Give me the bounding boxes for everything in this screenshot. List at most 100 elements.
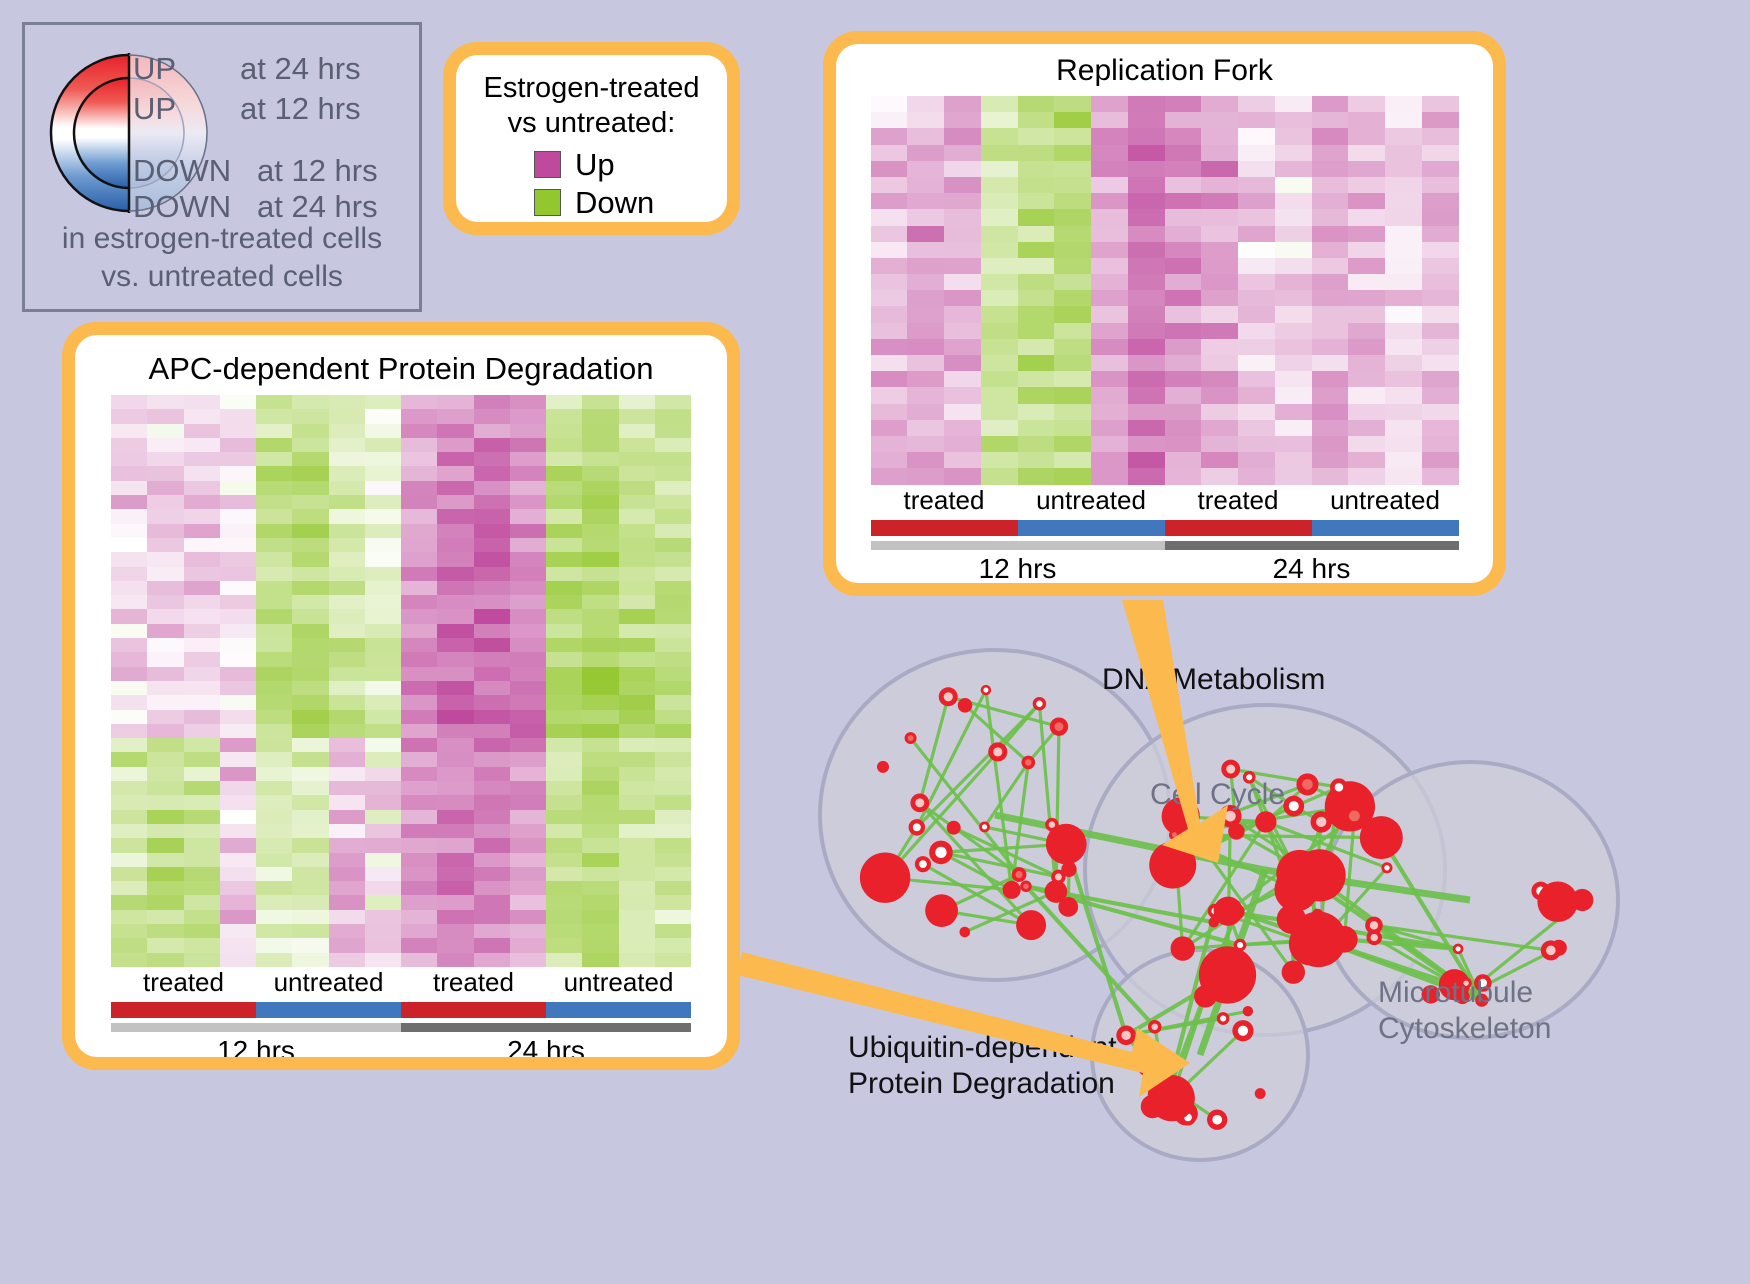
heatmap-cell: [546, 437, 583, 453]
heatmap-cell: [364, 823, 401, 839]
heatmap-cell: [1274, 387, 1312, 404]
heatmap-cell: [147, 566, 184, 581]
heatmap-cell: [437, 738, 474, 753]
heatmap-cell: [437, 480, 474, 496]
heatmap-cell: [473, 437, 510, 453]
heatmap-cell: [1385, 403, 1422, 420]
heatmap-cell: [509, 423, 546, 438]
heatmap-cell: [654, 509, 691, 524]
swatch-down-icon: [534, 188, 561, 216]
heatmap-cell: [1421, 355, 1459, 372]
heatmap-cell: [111, 437, 148, 453]
heatmap-cell: [870, 241, 908, 258]
heatmap-cell: [111, 695, 148, 710]
heatmap-cell: [907, 419, 944, 436]
network-node-core: [1369, 921, 1379, 930]
heatmap-cell: [437, 809, 474, 824]
rf-time-bars: [870, 540, 1459, 550]
heatmap-cell: [654, 623, 691, 639]
heatmap-cell: [147, 452, 184, 467]
heatmap-cell: [328, 866, 365, 882]
heatmap-cell: [473, 952, 510, 967]
heatmap-cell: [219, 595, 256, 610]
heatmap-cell: [509, 480, 546, 496]
heatmap-cell: [582, 409, 619, 424]
heatmap-cell: [654, 580, 691, 596]
heatmap-cell: [328, 509, 365, 524]
heatmap-cell: [183, 652, 220, 667]
heatmap-cell: [256, 423, 293, 438]
heatmap-cell: [1311, 176, 1349, 194]
heatmap-cell: [1238, 355, 1275, 372]
heatmap-cell: [1091, 225, 1128, 242]
heatmap-cell: [870, 112, 908, 129]
network-edge: [918, 696, 950, 804]
network-node: [1537, 881, 1578, 923]
heatmap-cell: [364, 709, 401, 724]
heatmap-cell: [944, 387, 981, 404]
network-node-core: [1237, 942, 1244, 949]
heatmap-cell: [219, 952, 256, 967]
heatmap-cell: [509, 852, 546, 867]
heatmap-cell: [219, 766, 256, 782]
heatmap-cell: [328, 752, 365, 767]
rf-group-1: untreated: [1036, 484, 1146, 515]
heatmap-cell: [509, 509, 546, 524]
heatmap-cell: [582, 680, 619, 696]
heatmap-cell: [1311, 160, 1349, 177]
heatmap-cell: [292, 638, 329, 653]
heatmap-cell: [1311, 403, 1349, 420]
heatmap-cell: [1164, 452, 1202, 469]
heatmap-cell: [292, 552, 329, 567]
heatmap-cell: [1311, 338, 1349, 355]
replication-fork-heatmap-wrap: [836, 96, 1493, 485]
heatmap-cell: [401, 552, 438, 567]
heatmap-cell: [546, 852, 583, 867]
heatmap-cell: [1054, 468, 1091, 485]
heatmap-cell: [473, 509, 510, 524]
network-node: [1254, 1088, 1266, 1099]
heatmap-cell: [1238, 387, 1275, 404]
heatmap-cell: [183, 795, 220, 810]
heatmap-cell: [980, 387, 1018, 404]
heatmap-cell: [219, 709, 256, 724]
heatmap-cell: [147, 709, 184, 724]
heatmap-cell: [364, 695, 401, 710]
heatmap-cell: [944, 338, 981, 355]
wheel-state-up-12: UP: [133, 91, 177, 126]
rf-time-12: 12 hrs: [978, 552, 1057, 584]
heatmap-cell: [907, 112, 944, 129]
replication-fork-panel: Replication Fork treated untreated treat…: [823, 31, 1506, 596]
heatmap-cell: [509, 638, 546, 653]
heatmap-cell: [219, 823, 256, 839]
heatmap-cell: [111, 580, 148, 596]
heatmap-cell: [1091, 338, 1128, 355]
heatmap-cell: [1091, 387, 1128, 404]
heatmap-cell: [401, 709, 438, 724]
heatmap-cell: [907, 355, 944, 372]
network-node: [1045, 823, 1087, 865]
heatmap-cell: [328, 609, 365, 624]
heatmap-cell: [1348, 144, 1385, 161]
heatmap-cell: [147, 580, 184, 596]
heatmap-cell: [546, 866, 583, 882]
heatmap-cell: [1127, 128, 1165, 145]
heatmap-cell: [328, 437, 365, 453]
network-node: [1213, 896, 1243, 926]
network-node: [1058, 897, 1079, 917]
heatmap-cell: [256, 552, 293, 567]
apc-group-bars: [111, 1001, 691, 1018]
heatmap-cell: [944, 241, 981, 258]
heatmap-cell: [654, 909, 691, 924]
heatmap-cell: [1274, 257, 1312, 275]
heatmap-cell: [944, 257, 981, 275]
heatmap-cell: [111, 409, 148, 424]
heatmap-cell: [1017, 306, 1055, 323]
heatmap-cell: [654, 537, 691, 553]
heatmap-cell: [1164, 144, 1202, 161]
heatmap-cell: [111, 866, 148, 882]
heatmap-cell: [1201, 452, 1238, 469]
heatmap-cell: [437, 523, 474, 538]
heatmap-cell: [364, 537, 401, 553]
network-edge: [909, 737, 1021, 876]
